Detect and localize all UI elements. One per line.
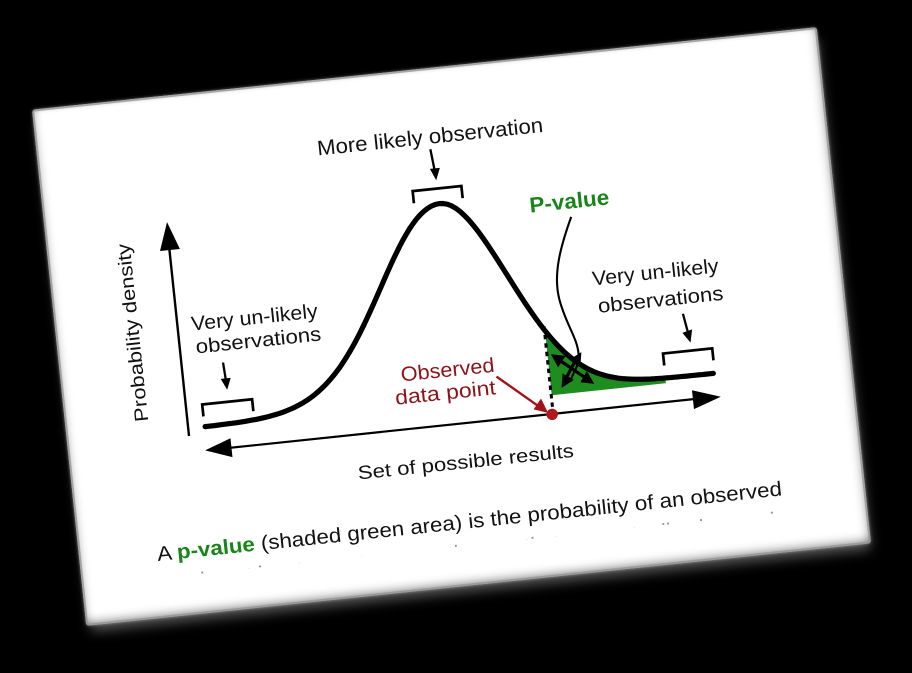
svg-text:P-value: P-value — [528, 185, 610, 217]
svg-text:Probability density: Probability density — [113, 242, 153, 423]
svg-text:Set of possible results: Set of possible results — [357, 441, 575, 485]
svg-text:More likely observation: More likely observation — [316, 114, 544, 161]
